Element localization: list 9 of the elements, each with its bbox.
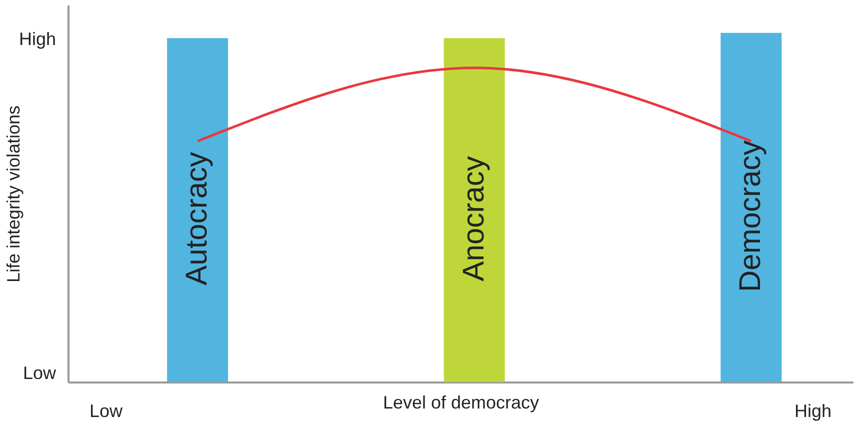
x-tick-label: Autocracy (180, 152, 214, 286)
text: Low (89, 401, 124, 421)
text: Low (22, 363, 57, 383)
x-tick-label: Anocracy (457, 156, 490, 282)
text: High (18, 29, 56, 49)
x-axis-title: Level of democracy (382, 392, 540, 412)
text: High (794, 401, 832, 421)
x-tick-label: Democracy (734, 140, 768, 292)
y-axis-title: Life integrity violations (4, 105, 24, 283)
